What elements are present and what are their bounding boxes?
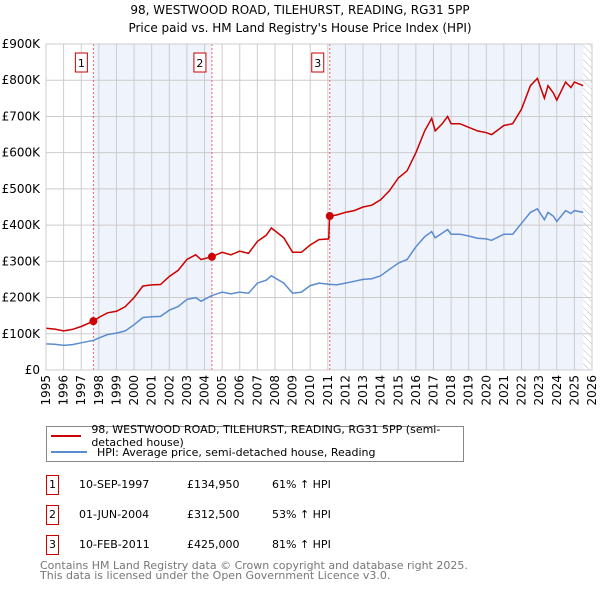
chart-title: 98, WESTWOOD ROAD, TILEHURST, READING, R… [130,3,470,17]
footer-licence: This data is licensed under the Open Gov… [40,569,391,582]
sale-marker-box [193,52,207,73]
x-tick-label: 2003 [180,375,194,406]
y-tick-label: £900K [2,37,42,51]
x-tick-label: 2014 [374,375,388,406]
legend-item-property: 98, WESTWOOD ROAD, TILEHURST, READING, R… [51,423,463,449]
sale-marker-label: 1 [78,57,85,70]
price-chart: 1995 1996 1997 1998 1999 2000 2001 2002 2003 2004… [2,37,599,406]
sale-point [325,212,334,221]
y-tick-label: £800K [2,73,42,87]
transaction-row: 1 10-SEP-1997 £134,950 61% ↑ HPI [46,475,546,495]
x-tick-label: 2005 [215,375,229,406]
transaction-row: 3 10-FEB-2011 £425,000 81% ↑ HPI [46,535,546,555]
legend-swatch-hpi [51,451,87,453]
x-tick-label: 1998 [92,375,106,406]
sale-price: £134,950 [187,478,240,491]
sale-date: 01-JUN-2004 [79,508,150,521]
y-tick-label: £500K [2,182,42,196]
x-tick-label: 2007 [250,375,264,406]
sale-hpi-diff: 61% ↑ HPI [272,478,331,491]
x-tick-label: 2002 [162,375,176,406]
shaded-band [329,44,584,370]
x-tick-label: 2006 [233,375,247,406]
x-tick-label: 2022 [515,375,529,406]
sale-marker-badge: 3 [46,535,59,555]
y-tick-label: £0 [25,363,40,377]
y-tick-label: £100K [2,327,42,341]
sale-marker-label: 3 [314,57,321,70]
y-tick-label: £200K [2,291,42,305]
sale-price: £312,500 [187,508,240,521]
sale-marker-box [311,52,325,73]
x-tick-label: 2004 [198,375,212,406]
footer-copyright: Contains HM Land Registry data © Crown c… [40,559,468,572]
y-tick-label: £400K [2,218,42,232]
hpi-line [45,207,584,347]
x-tick-label: 2013 [356,375,370,406]
x-tick-label: 2009 [286,375,300,406]
x-tick-label: 2001 [145,375,159,406]
sale-date: 10-SEP-1997 [79,478,150,491]
legend-label-hpi: HPI: Average price, semi-detached house,… [97,445,376,459]
y-tick-label: £300K [2,254,42,268]
x-tick-label: 2016 [409,375,423,406]
legend-item-hpi: HPI: Average price, semi-detached house,… [51,444,376,460]
x-tick-label: 2021 [497,375,511,406]
transaction-row: 2 01-JUN-2004 £312,500 53% ↑ HPI [46,505,546,525]
x-tick-label: 1995 [39,375,53,406]
sale-point [89,317,98,326]
x-tick-label: 2012 [338,375,352,406]
x-tick-label: 2008 [268,375,282,406]
y-tick-label: £700K [2,109,42,123]
x-tick-label: 2026 [585,375,599,406]
sale-price: £425,000 [187,538,240,551]
hatched-forecast-region [583,44,592,370]
x-tick-label: 1996 [57,375,71,406]
x-tick-label: 2018 [444,375,458,406]
x-tick-label: 2023 [532,375,546,406]
x-tick-label: 2011 [321,375,335,406]
shaded-band [93,44,212,370]
x-tick-label: 2000 [127,375,141,406]
chart-subtitle: Price paid vs. HM Land Registry's House … [128,21,472,35]
sale-hpi-diff: 53% ↑ HPI [272,508,331,521]
sale-point [207,252,216,261]
sale-marker-label: 2 [196,57,203,70]
x-tick-label: 1997 [74,375,88,406]
y-tick-label: £600K [2,146,42,160]
legend-label-property: 98, WESTWOOD ROAD, TILEHURST, READING, R… [91,423,441,449]
sale-marker-badge: 1 [46,475,59,495]
x-tick-label: 2024 [550,375,564,406]
x-tick-label: 2010 [303,375,317,406]
sale-date: 10-FEB-2011 [79,538,150,551]
sale-marker-box [74,52,88,73]
x-tick-label: 2017 [426,375,440,406]
sale-hpi-diff: 81% ↑ HPI [272,538,331,551]
legend-swatch-property [51,435,82,437]
x-tick-label: 2019 [462,375,476,406]
x-tick-label: 2025 [567,375,581,406]
x-tick-label: 1999 [109,375,123,406]
x-tick-label: 2015 [391,375,405,406]
legend: 98, WESTWOOD ROAD, TILEHURST, READING, R… [46,423,464,462]
x-tick-label: 2020 [479,375,493,406]
sale-marker-badge: 2 [46,505,59,525]
plot-border [45,43,593,371]
